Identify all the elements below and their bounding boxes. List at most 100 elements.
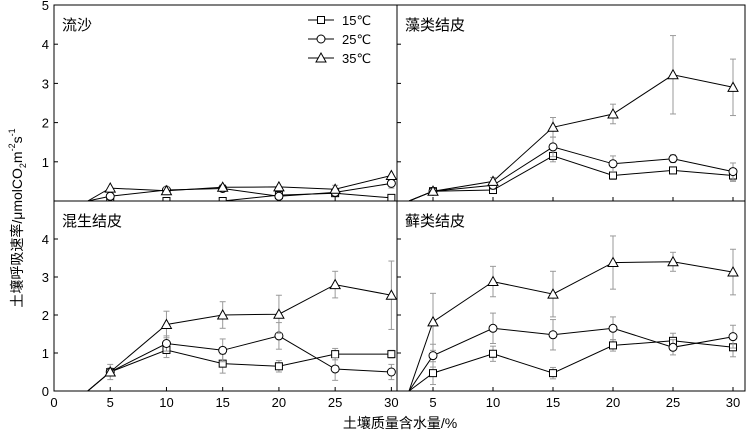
series-circle-point (386, 178, 396, 188)
series-triangle-point (216, 308, 229, 320)
x-axis-title: 土壤质量含水量/% (343, 415, 457, 431)
panel-top-left: 流沙 1 2 3 4 5 (42, 0, 398, 202)
series-triangle-line (408, 74, 734, 201)
legend-entry: 35℃ (308, 51, 371, 66)
series-triangle-point (104, 182, 117, 193)
series-circle-point (608, 159, 618, 169)
y-tick-label: 5 (42, 0, 49, 13)
series-square-point (218, 197, 227, 201)
series-triangle-point (727, 266, 739, 277)
series-circle-point (218, 345, 228, 355)
series-circle-point (668, 154, 678, 164)
series-circle-point (668, 342, 678, 352)
series-triangle-point (104, 365, 117, 377)
series-triangle-point (547, 121, 559, 132)
y-axis-title-sub: 2 (18, 163, 28, 168)
series-square-line (408, 155, 734, 201)
series-circle-point (274, 191, 284, 201)
series-triangle-point (427, 315, 439, 327)
legend-entry: 25℃ (308, 32, 371, 47)
series-triangle-point (727, 81, 739, 92)
series-square-point (549, 369, 557, 378)
legend-marker (316, 34, 326, 44)
series-layer (408, 35, 739, 201)
series-circle-point (330, 364, 340, 374)
x-tick-label: 5 (429, 395, 436, 410)
legend-marker (315, 51, 327, 63)
panel-title: 藻类结皮 (405, 17, 465, 34)
series-triangle-point (427, 185, 439, 196)
series-triangle-line (87, 175, 392, 201)
panel-title: 混生结皮 (62, 213, 122, 230)
series-square-point (669, 166, 677, 175)
series-triangle-point (385, 169, 397, 181)
panel-bottom-right: 藓类结皮 5 10 15 20 25 30 (396, 200, 746, 410)
series-square-point (429, 369, 437, 378)
series-circle-point (548, 330, 558, 340)
series-triangle-point (607, 107, 619, 119)
series-circle-point (161, 339, 171, 348)
y-tick-label: 4 (42, 37, 49, 52)
series-square-point (387, 350, 396, 359)
y-axis-title-s-exp: -1 (7, 128, 17, 136)
panel-top-right: 藻类结皮 (396, 4, 746, 202)
y-tick-label: 3 (42, 76, 49, 91)
series-triangle-point (273, 308, 285, 319)
series-triangle-point (160, 184, 173, 196)
series-circle-point (488, 323, 498, 333)
x-tick-label: 15 (546, 395, 560, 410)
series-square-point (489, 349, 497, 358)
y-tick-label: 4 (42, 232, 49, 247)
y-axis-title-unit-exp: -2 (7, 143, 17, 151)
y-axis-title-main: 土壤呼吸速率/μmolCO (9, 168, 25, 308)
y-axis-title: 土壤呼吸速率/μmolCO2m-2s-1 (7, 128, 28, 307)
series-triangle-point (216, 181, 229, 192)
series-square-point (609, 171, 617, 180)
series-triangle-point (547, 288, 559, 299)
y-tick-label: 2 (42, 308, 49, 323)
series-triangle-point (487, 175, 499, 186)
panel-bottom-left: 混生结皮 0 5 10 15 20 25 30 0 1 2 3 4 (42, 200, 399, 410)
series-circle-point (608, 323, 618, 333)
series-layer (87, 169, 397, 201)
x-tick-label: 30 (726, 395, 740, 410)
series-circle-point (105, 191, 115, 201)
series-triangle-point (607, 256, 619, 268)
panel-title: 藓类结皮 (405, 213, 465, 230)
series-circle-line (408, 146, 734, 201)
y-tick-label: 3 (42, 270, 49, 285)
series-triangle-point (273, 180, 285, 192)
x-tick-label: 5 (107, 395, 114, 410)
series-square-point (387, 193, 396, 201)
x-tick-label: 10 (159, 395, 173, 410)
series-square-point (331, 350, 340, 359)
series-circle-point (728, 332, 738, 342)
series-triangle-point (329, 183, 341, 194)
x-tick-label: 15 (215, 395, 229, 410)
series-circle-point (386, 367, 396, 377)
legend: 15℃ 25℃ 35℃ (308, 13, 371, 66)
x-tick-label: 20 (272, 395, 286, 410)
series-triangle-line (408, 261, 734, 391)
legend-label: 15℃ (342, 13, 371, 28)
y-tick-label: 1 (42, 155, 49, 170)
series-triangle-point (160, 318, 173, 329)
series-square-line (408, 340, 734, 391)
series-square-line (87, 349, 392, 391)
x-tick-label: 25 (666, 395, 680, 410)
x-tick-label: 25 (328, 395, 342, 410)
series-layer (87, 260, 397, 391)
series-triangle-line (87, 284, 392, 391)
series-circle-point (728, 167, 738, 177)
series-circle-point (428, 351, 438, 361)
series-square-point (162, 197, 171, 201)
series-triangle-point (385, 289, 397, 300)
panel-frame (396, 200, 746, 392)
y-tick-label: 1 (42, 346, 49, 361)
series-square-point (274, 362, 283, 371)
series-triangle-point (487, 275, 499, 287)
legend-marker (317, 16, 325, 24)
y-axis-title-s: s (9, 136, 25, 143)
